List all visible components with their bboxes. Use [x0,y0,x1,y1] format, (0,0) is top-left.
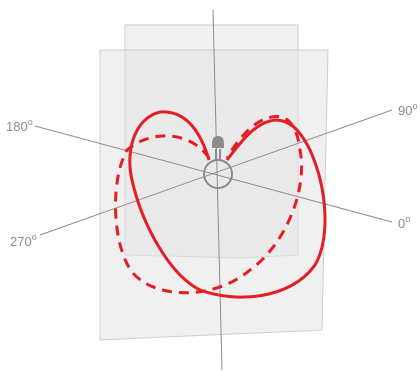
axis-vertical [212,9,223,371]
distribution-curve-solid [128,110,327,299]
angle-label-180: 180o [6,117,33,134]
light-bulb-icon [203,136,233,189]
vertical-plane-diagonal [99,49,329,341]
axis-270-90 [39,109,393,236]
angle-label-90: 90o [398,101,417,118]
distribution-curve-dashed [114,115,304,295]
angle-label-0: 0o [398,214,410,231]
axis-180-0 [34,125,393,223]
angle-label-270: 270o [10,232,37,249]
